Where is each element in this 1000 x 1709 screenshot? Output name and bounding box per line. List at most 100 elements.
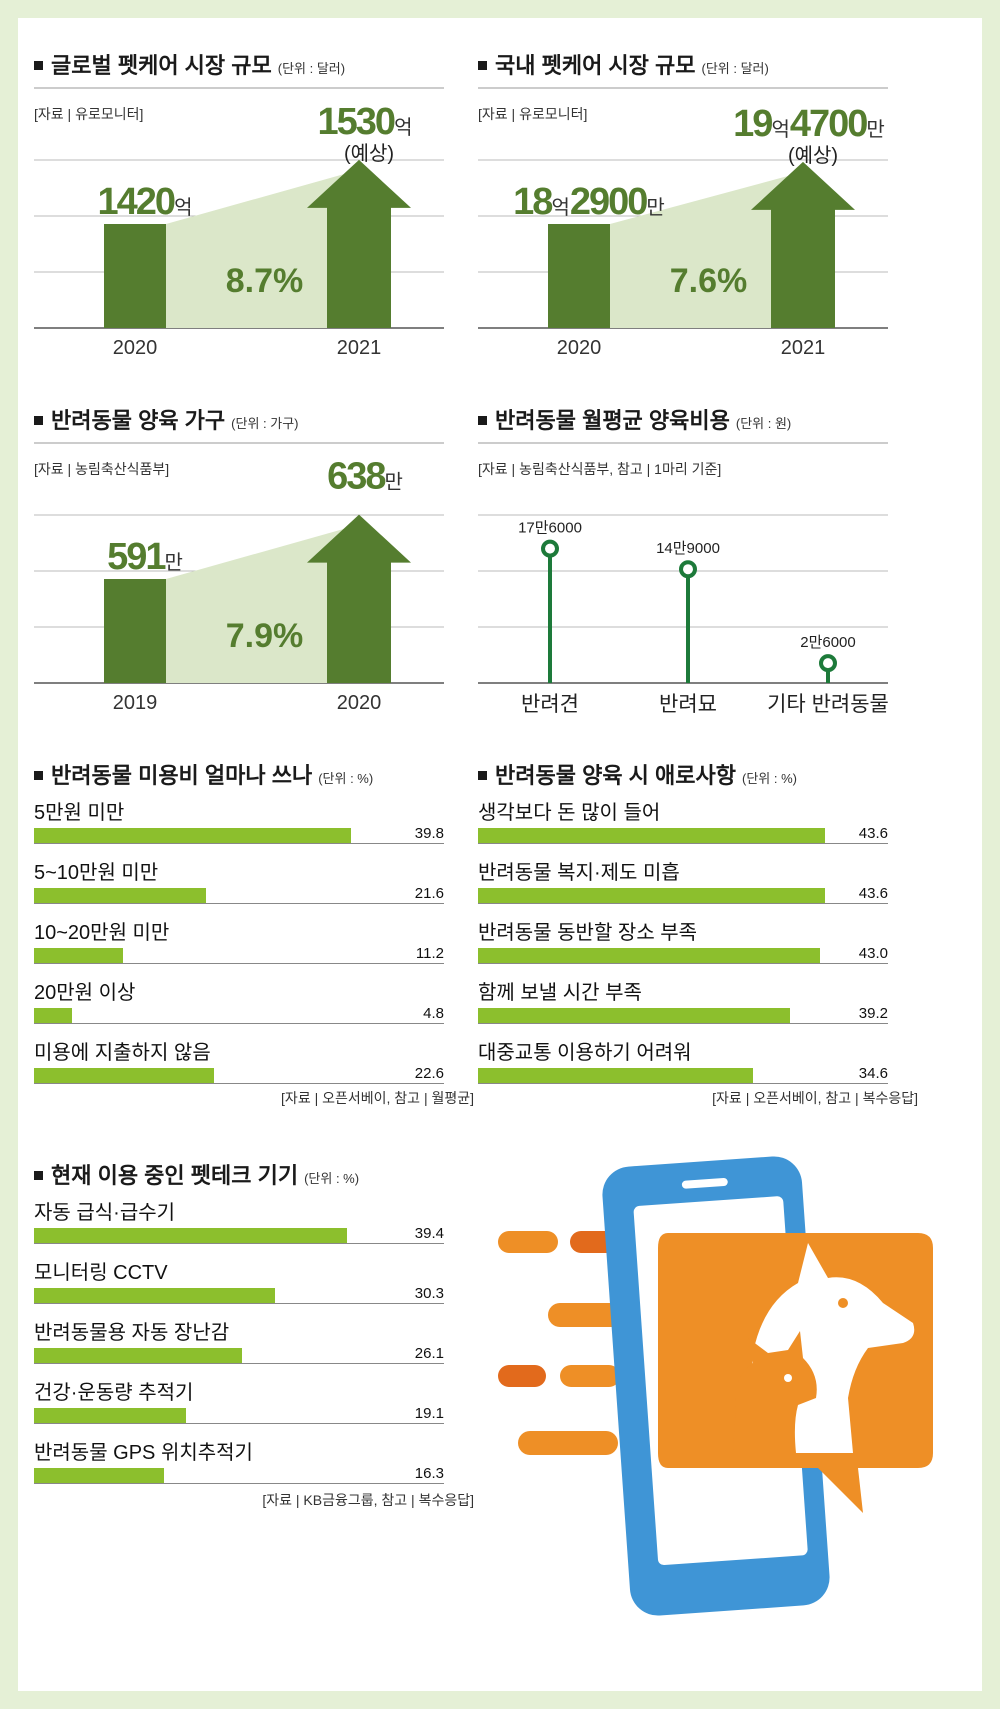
lollipop-point <box>819 654 837 673</box>
value-label: 19억4700만 <box>733 103 885 145</box>
bar-label: 5만원 미만 <box>34 802 125 824</box>
bar-value: 39.4 <box>414 1225 444 1242</box>
year-label: 2021 <box>337 337 382 359</box>
bar-baseline <box>478 843 888 844</box>
monthly-cost-chart: 17만6000 반려견 14만9000 반려묘 2만6000 기타 반려동물 <box>478 442 889 716</box>
unit-label: (단위 : 원) <box>735 416 792 431</box>
global-market-title: 글로벌 펫케어 시장 규모 (단위 : 달러) <box>34 48 345 80</box>
households-section: 반려동물 양육 가구 (단위 : 가구) [자료 | 농림축산식품부] 7.9% 2… <box>34 403 470 733</box>
bar <box>34 1348 242 1363</box>
value-label: 2만6000 <box>800 634 856 651</box>
growth-area <box>610 171 803 328</box>
pettech-section: 현재 이용 중인 펫테크 기기 (단위 : %) [자료 | KB금융그룹, 참고… <box>34 1158 474 1538</box>
year-label: 2021 <box>781 337 826 359</box>
lollipop-point <box>679 560 697 579</box>
bar-label: 반려동물용 자동 장난감 <box>34 1322 230 1344</box>
bar-label: 미용에 지출하지 않음 <box>34 1042 211 1064</box>
households-title: 반려동물 양육 가구 (단위 : 가구) <box>34 403 299 435</box>
bar-label: 5~10만원 미만 <box>34 862 159 884</box>
bar <box>34 828 351 843</box>
bar-baseline <box>34 1483 444 1484</box>
bar-label: 10~20만원 미만 <box>34 922 170 944</box>
monthly-cost-section: 반려동물 월평균 양육비용 (단위 : 원) [자료 | 농림축산식품부, 참고 … <box>478 403 914 733</box>
arrow-bar-2021 <box>307 159 411 328</box>
bar <box>478 1008 790 1023</box>
bar-baseline <box>34 1363 444 1364</box>
arrow-bar-2021 <box>751 161 855 328</box>
source-note: [자료 | 오픈서베이, 참고 | 복수응답] <box>712 1090 918 1106</box>
bullet-square-icon <box>34 770 43 780</box>
bar-value: 43.6 <box>858 825 888 842</box>
bar <box>478 828 825 843</box>
category-label: 반려묘 <box>659 693 717 716</box>
value-label: 17만6000 <box>518 520 582 537</box>
difficulties-section: 반려동물 양육 시 애로사항 (단위 : %) [자료 | 오픈서베이, 참고 |… <box>478 758 918 1118</box>
domestic-market-section: 국내 펫케어 시장 규모 (단위 : 달러) [자료 | 유로모니터] 7.6% 2… <box>478 48 914 378</box>
domestic-market-title: 국내 펫케어 시장 규모 (단위 : 달러) <box>478 48 769 80</box>
infographic-panel: 글로벌 펫케어 시장 규모 (단위 : 달러) [자료 | 유로모니터] 8.7%… <box>18 18 982 1691</box>
bar-value: 16.3 <box>414 1465 444 1482</box>
cat-icon <box>733 1331 817 1453</box>
bar <box>478 948 821 963</box>
growth-rate-label: 7.9% <box>226 617 304 655</box>
source-note: [자료 | 유로모니터] <box>34 106 144 122</box>
bar-baseline <box>34 963 444 964</box>
bullet-square-icon <box>478 60 487 70</box>
unit-label: (단위 : %) <box>741 771 797 786</box>
value-label: 638만 <box>327 456 403 498</box>
bar <box>34 888 206 903</box>
growth-area <box>166 169 359 328</box>
bar <box>34 1408 186 1423</box>
source-note: [자료 | 농림축산식품부] <box>34 461 170 477</box>
year-label: 2020 <box>557 337 602 359</box>
bar-2020 <box>104 224 166 328</box>
bullet-square-icon <box>34 60 43 70</box>
year-label: 2020 <box>337 692 382 714</box>
bar-label: 생각보다 돈 많이 들어 <box>478 802 661 824</box>
bar-2019 <box>104 579 166 683</box>
unit-label: (단위 : 달러) <box>277 61 346 76</box>
category-label: 기타 반려동물 <box>767 693 889 716</box>
bar-baseline <box>34 1423 444 1424</box>
bar-label: 자동 급식·급수기 <box>34 1202 176 1224</box>
bar <box>478 888 825 903</box>
bar-2020 <box>548 224 610 328</box>
growth-area <box>166 524 359 683</box>
value-label: 14만9000 <box>656 540 720 557</box>
bar-label: 20만원 이상 <box>34 982 136 1004</box>
bar-label: 반려동물 복지·제도 미흡 <box>478 862 680 884</box>
bar-value: 43.0 <box>858 945 888 962</box>
bar-baseline <box>34 843 444 844</box>
arrow-bar-2020 <box>307 514 411 683</box>
pet-phone-illustration <box>498 1156 933 1616</box>
bar-baseline <box>34 903 444 904</box>
bar <box>34 1008 73 1023</box>
growth-rate-label: 8.7% <box>226 262 304 300</box>
category-label: 반려견 <box>521 693 579 716</box>
domestic-market-chart: 7.6% 2020 2021 18억2900만 19억4700만(예상) <box>478 87 888 359</box>
value-label: 1420억 <box>98 181 193 223</box>
bar <box>34 948 124 963</box>
bar-baseline <box>34 1083 444 1084</box>
estimate-note: (예상) <box>788 144 838 167</box>
source-note: [자료 | 농림축산식품부, 참고 | 1마리 기준] <box>478 461 722 477</box>
unit-label: (단위 : %) <box>318 771 374 786</box>
bar <box>34 1468 164 1483</box>
bar-baseline <box>34 1243 444 1244</box>
bar-value: 11.2 <box>415 945 444 962</box>
bar-baseline <box>478 963 888 964</box>
bar-value: 19.1 <box>414 1405 444 1422</box>
bullet-square-icon <box>34 415 43 425</box>
bar-value: 4.8 <box>423 1005 444 1022</box>
grooming-section: 반려동물 미용비 얼마나 쓰나 (단위 : %) [자료 | 오픈서베이, 참고 … <box>34 758 474 1118</box>
bar-value: 30.3 <box>414 1285 444 1302</box>
bar <box>34 1288 275 1303</box>
bar-value: 34.6 <box>858 1065 888 1082</box>
households-chart: 7.9% 2019 2020 591만 638만 <box>34 442 444 714</box>
source-note: [자료 | 유로모니터] <box>478 106 588 122</box>
year-label: 2020 <box>113 337 158 359</box>
bar <box>34 1068 214 1083</box>
bar-value: 21.6 <box>414 885 444 902</box>
lollipop-point <box>541 539 559 558</box>
bar-label: 모니터링 CCTV <box>34 1262 168 1284</box>
